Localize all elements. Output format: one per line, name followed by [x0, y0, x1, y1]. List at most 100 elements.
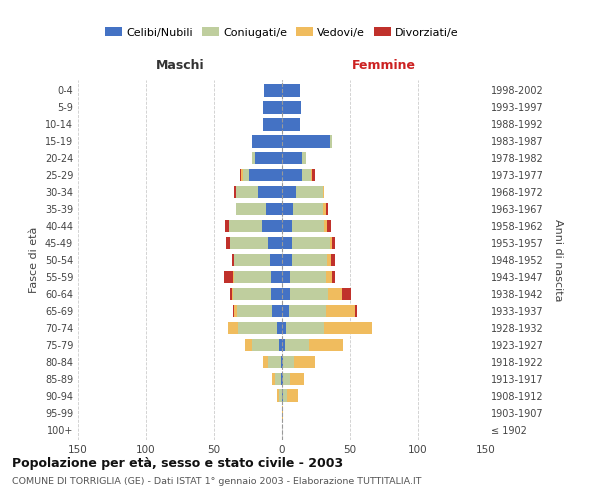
Bar — [233, 270, 235, 283]
Bar — [271, 288, 282, 300]
Bar — [232, 288, 233, 300]
Bar — [282, 118, 299, 130]
Bar — [342, 288, 352, 300]
Bar — [225, 220, 229, 232]
Bar — [282, 202, 293, 215]
Bar — [227, 322, 238, 334]
Bar — [263, 118, 282, 130]
Bar — [250, 168, 282, 181]
Bar — [245, 338, 252, 351]
Bar — [332, 270, 335, 283]
Bar — [312, 168, 314, 181]
Bar — [282, 186, 296, 198]
Bar — [282, 254, 292, 266]
Bar — [287, 390, 298, 402]
Bar — [281, 372, 282, 385]
Bar — [283, 356, 294, 368]
Bar — [282, 304, 289, 318]
Bar — [292, 236, 329, 250]
Bar — [233, 288, 271, 300]
Bar — [289, 304, 326, 318]
Bar — [235, 186, 236, 198]
Text: Popolazione per età, sesso e stato civile - 2003: Popolazione per età, sesso e stato civil… — [12, 458, 343, 470]
Bar — [270, 254, 282, 266]
Bar — [323, 202, 326, 215]
Bar — [283, 372, 290, 385]
Bar — [263, 356, 268, 368]
Bar — [290, 372, 304, 385]
Bar — [327, 254, 331, 266]
Bar — [327, 220, 331, 232]
Bar — [235, 254, 270, 266]
Legend: Celibi/Nubili, Coniugati/e, Vedovi/e, Divorziati/e: Celibi/Nubili, Coniugati/e, Vedovi/e, Di… — [101, 22, 463, 42]
Bar — [271, 270, 282, 283]
Bar — [242, 168, 250, 181]
Bar — [282, 288, 290, 300]
Bar — [235, 304, 237, 318]
Bar — [323, 186, 324, 198]
Bar — [286, 322, 324, 334]
Bar — [252, 338, 279, 351]
Bar — [302, 152, 307, 164]
Bar — [326, 304, 355, 318]
Bar — [293, 202, 323, 215]
Bar — [324, 322, 372, 334]
Bar — [326, 202, 328, 215]
Bar — [268, 356, 281, 368]
Bar — [294, 356, 314, 368]
Bar — [328, 288, 342, 300]
Bar — [282, 372, 283, 385]
Bar — [233, 304, 235, 318]
Bar — [282, 101, 301, 114]
Text: COMUNE DI TORRIGLIA (GE) - Dati ISTAT 1° gennaio 2003 - Elaborazione TUTTITALIA.: COMUNE DI TORRIGLIA (GE) - Dati ISTAT 1°… — [12, 478, 421, 486]
Bar — [311, 168, 312, 181]
Bar — [265, 84, 282, 96]
Bar — [292, 254, 327, 266]
Bar — [257, 186, 282, 198]
Bar — [277, 322, 282, 334]
Bar — [279, 338, 282, 351]
Bar — [230, 288, 232, 300]
Bar — [236, 202, 266, 215]
Bar — [238, 322, 277, 334]
Bar — [282, 152, 302, 164]
Bar — [309, 338, 343, 351]
Bar — [324, 220, 327, 232]
Bar — [236, 186, 257, 198]
Bar — [282, 135, 329, 147]
Bar — [263, 101, 282, 114]
Bar — [292, 220, 324, 232]
Bar — [230, 236, 268, 250]
Bar — [241, 168, 242, 181]
Y-axis label: Fasce di età: Fasce di età — [29, 227, 39, 293]
Bar — [355, 304, 357, 318]
Bar — [226, 236, 230, 250]
Bar — [252, 152, 255, 164]
Bar — [290, 288, 328, 300]
Bar — [332, 236, 335, 250]
Bar — [329, 135, 332, 147]
Text: Femmine: Femmine — [352, 58, 416, 71]
Bar — [283, 390, 287, 402]
Bar — [235, 270, 271, 283]
Bar — [282, 84, 299, 96]
Bar — [331, 254, 335, 266]
Bar — [277, 390, 279, 402]
Bar — [224, 270, 233, 283]
Bar — [262, 220, 282, 232]
Bar — [240, 168, 241, 181]
Bar — [282, 168, 302, 181]
Bar — [232, 254, 235, 266]
Bar — [266, 202, 282, 215]
Bar — [282, 270, 290, 283]
Bar — [285, 338, 309, 351]
Bar — [282, 356, 283, 368]
Bar — [326, 270, 332, 283]
Bar — [302, 168, 311, 181]
Bar — [229, 220, 262, 232]
Y-axis label: Anni di nascita: Anni di nascita — [553, 219, 563, 301]
Bar — [282, 338, 285, 351]
Bar — [282, 390, 283, 402]
Bar — [279, 390, 282, 402]
Text: Maschi: Maschi — [155, 58, 205, 71]
